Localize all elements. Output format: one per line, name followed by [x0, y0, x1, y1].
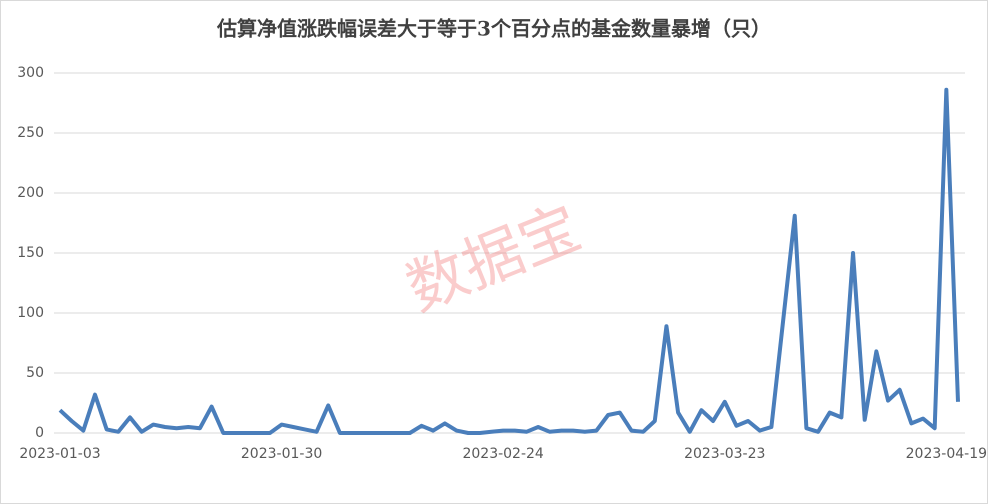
x-tick-label: 2023-02-24 [462, 446, 543, 462]
y-tick-label: 150 [17, 245, 44, 261]
y-tick-label: 300 [17, 65, 44, 81]
data-line [58, 87, 960, 435]
x-tick-label: 2023-04-19 [906, 446, 987, 462]
y-tick-label: 0 [35, 425, 44, 441]
y-tick-label: 200 [17, 185, 44, 201]
y-tick-label: 250 [17, 125, 44, 141]
y-tick-label: 100 [17, 305, 44, 321]
x-tick-label: 2023-03-23 [684, 446, 765, 462]
x-tick-label: 2023-01-03 [19, 446, 100, 462]
chart-title: 估算净值涨跌幅误差大于等于3个百分点的基金数量暴增（只） [216, 17, 771, 41]
y-tick-label: 50 [26, 365, 44, 381]
x-tick-label: 2023-01-30 [241, 446, 322, 462]
